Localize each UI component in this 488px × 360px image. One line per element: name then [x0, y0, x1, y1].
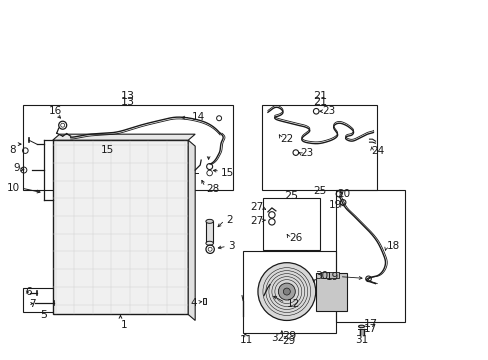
Text: 7: 7: [29, 299, 36, 309]
Polygon shape: [53, 140, 188, 315]
Text: 16: 16: [49, 106, 62, 116]
Text: 32: 32: [271, 333, 284, 343]
Bar: [243, 251, 335, 333]
Text: 21: 21: [312, 97, 326, 107]
Text: 13: 13: [120, 97, 134, 107]
Bar: [205, 221, 213, 243]
Text: 2: 2: [225, 215, 232, 225]
Text: 1: 1: [121, 320, 127, 330]
Text: 28: 28: [206, 184, 220, 194]
Text: 27: 27: [250, 216, 264, 226]
Text: 24: 24: [371, 145, 384, 156]
Polygon shape: [188, 140, 195, 320]
Text: 25: 25: [284, 191, 298, 201]
Text: 15: 15: [101, 145, 114, 155]
Text: 29: 29: [282, 330, 296, 341]
Text: 17: 17: [363, 324, 376, 334]
Bar: [23, 288, 64, 312]
Text: 8: 8: [10, 145, 16, 155]
Ellipse shape: [358, 325, 364, 328]
Text: 14: 14: [192, 112, 205, 122]
Text: 15: 15: [221, 168, 234, 178]
Text: 21: 21: [312, 91, 326, 101]
Text: 31: 31: [354, 335, 367, 345]
Text: 26: 26: [288, 233, 302, 243]
Bar: [262, 105, 377, 190]
Text: 5: 5: [40, 310, 47, 320]
Text: 19: 19: [325, 272, 338, 282]
Bar: [315, 273, 346, 311]
Text: 11: 11: [239, 335, 252, 345]
Text: 23: 23: [299, 148, 312, 158]
Text: 23: 23: [322, 106, 335, 116]
Polygon shape: [53, 134, 195, 140]
Text: 13: 13: [120, 91, 134, 101]
Circle shape: [278, 283, 295, 300]
Text: 27: 27: [250, 202, 264, 212]
Ellipse shape: [205, 241, 213, 245]
Text: 29: 29: [282, 336, 295, 346]
Circle shape: [258, 263, 315, 320]
Bar: [320, 272, 338, 278]
Text: 19: 19: [328, 200, 342, 210]
Ellipse shape: [205, 219, 213, 223]
Text: 25: 25: [312, 186, 325, 196]
Bar: [335, 190, 405, 322]
Text: 6: 6: [25, 287, 32, 297]
Text: 30: 30: [315, 271, 327, 281]
Bar: [263, 198, 319, 250]
Text: 12: 12: [286, 298, 300, 309]
Text: 3: 3: [228, 241, 235, 251]
Text: 22: 22: [279, 134, 292, 144]
Bar: [203, 298, 206, 304]
Text: 17: 17: [363, 319, 377, 329]
Bar: [23, 105, 233, 190]
Text: 9: 9: [13, 163, 20, 173]
Text: 4: 4: [190, 297, 196, 307]
Text: 18: 18: [386, 241, 399, 251]
Text: 20: 20: [336, 189, 349, 199]
Circle shape: [283, 288, 290, 295]
Text: 10: 10: [7, 183, 20, 193]
